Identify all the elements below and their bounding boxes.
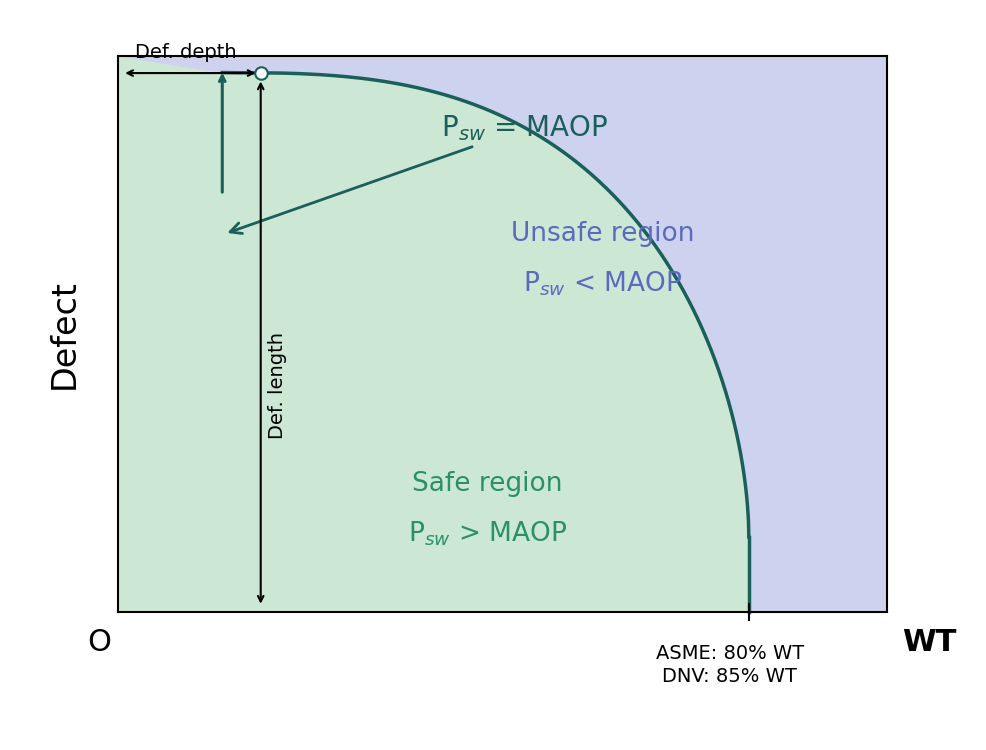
- Text: O: O: [88, 628, 111, 657]
- Text: WT: WT: [902, 628, 956, 657]
- Polygon shape: [118, 56, 887, 612]
- Text: Def. length: Def. length: [268, 332, 287, 440]
- Text: Safe region: Safe region: [412, 471, 563, 497]
- Text: Defect: Defect: [48, 279, 81, 389]
- Text: P$_{sw}$ > MAOP: P$_{sw}$ > MAOP: [408, 520, 567, 548]
- Polygon shape: [118, 56, 748, 612]
- Text: P$_{sw}$ < MAOP: P$_{sw}$ < MAOP: [524, 270, 682, 298]
- Text: Unsafe region: Unsafe region: [511, 220, 694, 247]
- Text: ASME: 80% WT: ASME: 80% WT: [656, 644, 804, 663]
- Text: DNV: 85% WT: DNV: 85% WT: [663, 667, 797, 686]
- Text: P$_{sw}$ = MAOP: P$_{sw}$ = MAOP: [230, 113, 608, 233]
- Text: Def. depth: Def. depth: [135, 43, 237, 62]
